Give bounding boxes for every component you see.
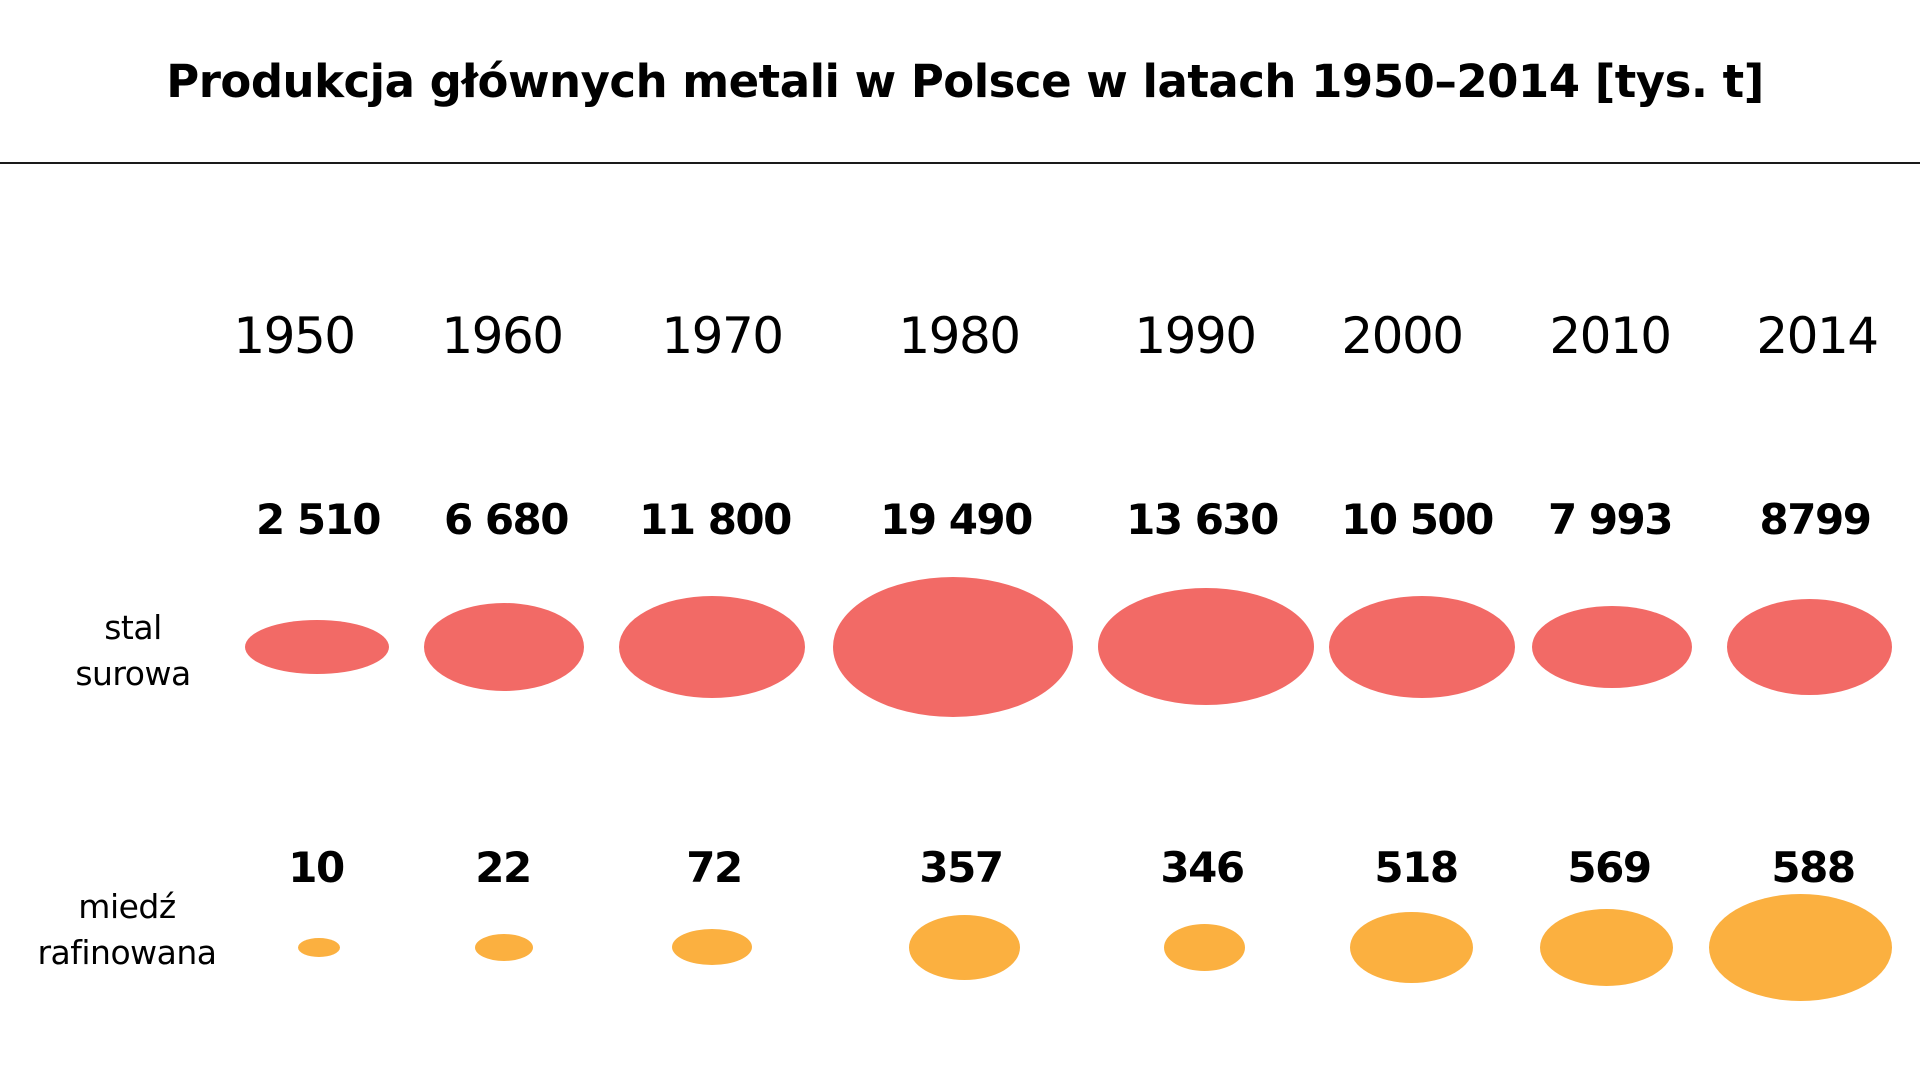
steel-value-1960: 6 680 xyxy=(443,495,570,544)
steel-value-2000: 10 500 xyxy=(1341,495,1494,544)
steel-value-1990: 13 630 xyxy=(1126,495,1279,544)
steel-bubble-2010 xyxy=(1532,606,1692,688)
year-label-1970: 1970 xyxy=(661,307,784,365)
steel-value-1950: 2 510 xyxy=(255,495,382,544)
steel-bubble-2000 xyxy=(1329,596,1515,698)
year-label-1950: 1950 xyxy=(233,307,356,365)
row-label-steel-line1: stal xyxy=(104,608,162,647)
steel-value-2014: 8799 xyxy=(1759,495,1872,544)
steel-bubble-2014 xyxy=(1727,599,1892,695)
steel-bubble-1990 xyxy=(1098,588,1314,705)
copper-value-1950: 10 xyxy=(288,843,345,892)
copper-value-1970: 72 xyxy=(686,843,743,892)
row-label-copper-line1: miedź xyxy=(78,887,176,926)
copper-bubble-2010 xyxy=(1540,909,1673,986)
year-label-1990: 1990 xyxy=(1134,307,1257,365)
copper-bubble-1950 xyxy=(298,938,340,957)
row-label-steel: stal surowa xyxy=(3,605,263,697)
year-label-1980: 1980 xyxy=(898,307,1021,365)
year-label-1960: 1960 xyxy=(441,307,564,365)
title-divider xyxy=(0,162,1920,164)
chart-title: Produkcja głównych metali w Polsce w lat… xyxy=(166,55,1764,108)
year-label-2000: 2000 xyxy=(1341,307,1464,365)
steel-bubble-1970 xyxy=(619,596,805,698)
steel-bubble-1960 xyxy=(424,603,584,691)
steel-bubble-1950 xyxy=(245,620,389,674)
copper-bubble-2000 xyxy=(1350,912,1473,983)
steel-bubble-1980 xyxy=(833,577,1073,717)
year-label-2010: 2010 xyxy=(1549,307,1672,365)
copper-bubble-1980 xyxy=(909,915,1020,980)
row-label-copper: miedź rafinowana xyxy=(0,884,257,976)
copper-value-1990: 346 xyxy=(1160,843,1245,892)
steel-value-1980: 19 490 xyxy=(880,495,1033,544)
copper-value-1980: 357 xyxy=(919,843,1004,892)
copper-bubble-1970 xyxy=(672,929,752,965)
copper-value-2010: 569 xyxy=(1567,843,1652,892)
copper-bubble-2014 xyxy=(1709,894,1892,1001)
year-label-2014: 2014 xyxy=(1756,307,1879,365)
copper-bubble-1960 xyxy=(475,934,533,961)
copper-value-1960: 22 xyxy=(475,843,532,892)
row-label-copper-line2: rafinowana xyxy=(37,933,217,972)
steel-value-1970: 11 800 xyxy=(639,495,792,544)
copper-bubble-1990 xyxy=(1164,924,1245,971)
steel-value-2010: 7 993 xyxy=(1547,495,1674,544)
copper-value-2014: 588 xyxy=(1771,843,1856,892)
copper-value-2000: 518 xyxy=(1374,843,1459,892)
row-label-steel-line2: surowa xyxy=(75,654,191,693)
